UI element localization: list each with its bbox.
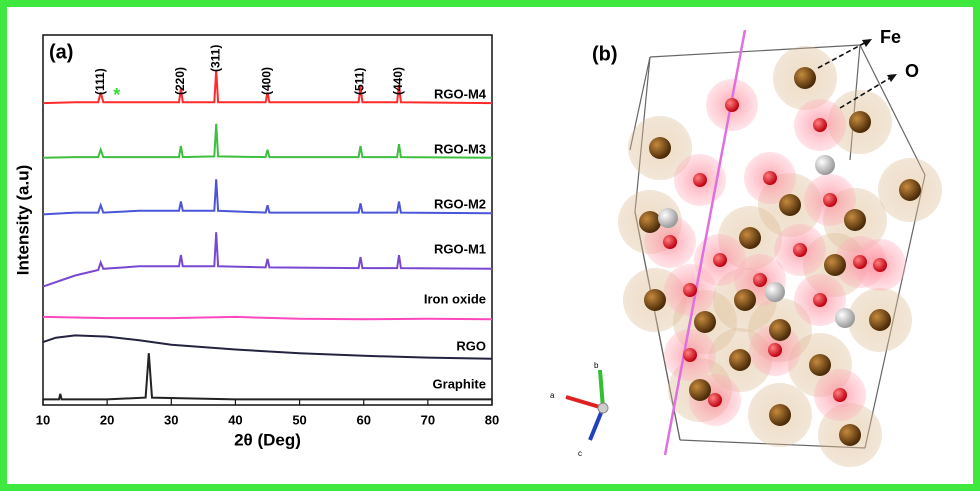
o-atom bbox=[793, 243, 807, 257]
o-atom bbox=[833, 388, 847, 402]
x-tick-label: 70 bbox=[421, 412, 435, 427]
x-tick-label: 60 bbox=[356, 412, 370, 427]
o-atom bbox=[683, 348, 697, 362]
peak-label: (440) bbox=[391, 67, 405, 95]
fe-atom bbox=[869, 309, 891, 331]
o-arrowhead bbox=[887, 74, 897, 82]
vacancy-atom bbox=[835, 308, 855, 328]
series-line bbox=[42, 70, 493, 105]
fe-atom bbox=[689, 379, 711, 401]
o-atom bbox=[763, 171, 777, 185]
fe-atom bbox=[779, 194, 801, 216]
vacancy-atom bbox=[765, 282, 785, 302]
vacancy-atom bbox=[658, 208, 678, 228]
axis-c bbox=[588, 407, 605, 441]
series-line bbox=[42, 315, 493, 321]
series-line bbox=[43, 353, 492, 401]
x-tick-label: 10 bbox=[36, 412, 50, 427]
fe-atom bbox=[739, 227, 761, 249]
x-tick-label: 80 bbox=[485, 412, 499, 427]
peak-label: (511) bbox=[353, 68, 367, 95]
fe-atom bbox=[769, 404, 791, 426]
peak-label: (220) bbox=[173, 67, 187, 95]
fe-atom bbox=[734, 289, 756, 311]
cell-edge bbox=[859, 44, 926, 176]
series-line bbox=[42, 123, 493, 159]
panel-label: (a) bbox=[49, 41, 73, 63]
o-atom bbox=[813, 118, 827, 132]
series-label: RGO-M1 bbox=[434, 241, 486, 256]
fe-arrowhead bbox=[862, 39, 872, 47]
x-tick-label: 50 bbox=[292, 412, 306, 427]
series-line bbox=[42, 334, 493, 360]
axis-b bbox=[598, 369, 605, 409]
axis-c-label: c bbox=[578, 449, 582, 458]
series-line bbox=[42, 232, 493, 288]
fe-label: Fe bbox=[880, 27, 901, 47]
o-atom bbox=[853, 255, 867, 269]
o-atom bbox=[873, 258, 887, 272]
x-tick-label: 40 bbox=[228, 412, 242, 427]
fe-atom bbox=[694, 311, 716, 333]
fe-atom bbox=[844, 209, 866, 231]
panel-label: (b) bbox=[592, 43, 618, 65]
fe-atom bbox=[769, 319, 791, 341]
o-atom bbox=[683, 283, 697, 297]
o-atom bbox=[823, 193, 837, 207]
fe-atom bbox=[644, 289, 666, 311]
y-axis-label: Intensity (a.u) bbox=[13, 165, 32, 276]
xrd-panel: 10 20 30 40 50 60 70 80 2θ (Deg) Intensity (a.u) (… bbox=[13, 34, 499, 449]
series-label: RGO-M4 bbox=[434, 86, 487, 101]
o-atom bbox=[693, 173, 707, 187]
fe-arrow bbox=[817, 39, 871, 69]
plot-frame bbox=[42, 34, 493, 406]
axis-a-label: a bbox=[550, 391, 555, 400]
fe-atom bbox=[824, 254, 846, 276]
impurity-marker: * bbox=[113, 85, 120, 105]
x-tick-label: 20 bbox=[100, 412, 114, 427]
x-tick-label: 30 bbox=[164, 412, 178, 427]
axis-a bbox=[565, 395, 604, 410]
peak-label: (400) bbox=[260, 67, 274, 95]
fe-atom bbox=[839, 424, 861, 446]
axis-origin bbox=[597, 402, 609, 414]
fe-atom bbox=[899, 179, 921, 201]
o-atom bbox=[708, 393, 722, 407]
fe-atom bbox=[639, 211, 661, 233]
series-label: RGO-M2 bbox=[434, 196, 486, 211]
o-label: O bbox=[905, 61, 919, 81]
axis-b-label: b bbox=[594, 361, 599, 370]
x-axis-label: 2θ (Deg) bbox=[234, 430, 301, 449]
series-line bbox=[42, 179, 493, 216]
o-atom bbox=[813, 293, 827, 307]
o-atom bbox=[753, 273, 767, 287]
series-label: Graphite bbox=[433, 376, 486, 391]
series-label: Iron oxide bbox=[424, 291, 486, 306]
series-label: RGO bbox=[456, 338, 486, 353]
o-atom bbox=[663, 235, 677, 249]
series-label: RGO-M3 bbox=[434, 141, 486, 156]
fe-atom bbox=[794, 67, 816, 89]
fe-atom bbox=[649, 137, 671, 159]
peak-label: (111) bbox=[93, 68, 107, 95]
vacancy-atom bbox=[815, 155, 835, 175]
cell-edge bbox=[649, 44, 861, 58]
fe-atom bbox=[849, 111, 871, 133]
o-arrow bbox=[839, 74, 896, 109]
o-atom bbox=[713, 253, 727, 267]
peak-label: (311) bbox=[208, 45, 222, 72]
o-atom bbox=[768, 343, 782, 357]
fe-atom bbox=[729, 349, 751, 371]
fe-atom bbox=[809, 354, 831, 376]
o-atom bbox=[725, 98, 739, 112]
